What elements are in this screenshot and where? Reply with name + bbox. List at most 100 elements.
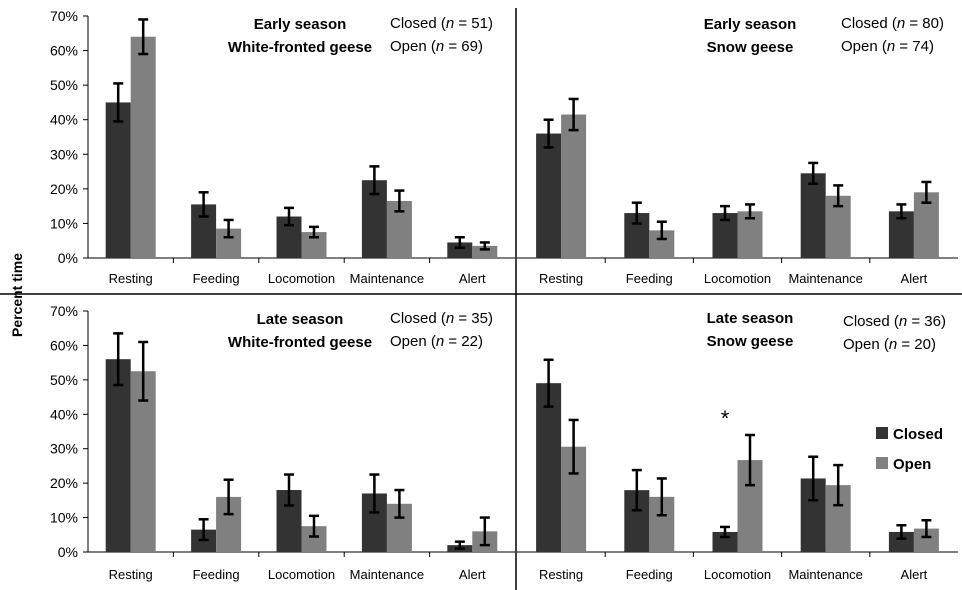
- error-bar: [921, 518, 932, 539]
- category-label: Feeding: [193, 271, 240, 286]
- error-bar: [138, 340, 149, 402]
- panel-title: Early season: [254, 16, 347, 33]
- legend-label: Closed: [893, 426, 943, 443]
- error-bar: [833, 463, 844, 507]
- bar-closed: [536, 133, 562, 258]
- error-bar: [921, 180, 932, 204]
- y-tick-label: 30%: [50, 441, 78, 457]
- panel-title: Snow geese: [707, 39, 794, 56]
- error-bar: [223, 218, 234, 239]
- category-label: Alert: [459, 271, 486, 286]
- category-label: Feeding: [626, 567, 673, 582]
- category-label: Resting: [109, 567, 153, 582]
- error-bar: [568, 418, 579, 475]
- error-bar: [896, 524, 907, 540]
- bar-open: [472, 245, 498, 258]
- panel-title: White-fronted geese: [228, 334, 372, 351]
- error-bar: [720, 204, 730, 222]
- category-label: Maintenance: [350, 567, 424, 582]
- category-label: Maintenance: [788, 567, 862, 582]
- legend-swatch: [876, 427, 888, 439]
- error-bar: [394, 488, 405, 519]
- y-tick-label: 40%: [50, 406, 78, 422]
- error-bar: [720, 525, 730, 539]
- panel-title: Snow geese: [707, 333, 794, 350]
- bar-closed: [105, 102, 131, 258]
- error-bar: [568, 97, 579, 132]
- sample-size: Open (n = 69): [390, 38, 483, 55]
- error-bar: [543, 118, 554, 149]
- category-label: Locomotion: [268, 271, 335, 286]
- error-bar: [833, 184, 844, 208]
- error-bar: [631, 201, 642, 225]
- y-tick-label: 70%: [50, 8, 78, 24]
- significance-marker: *: [721, 406, 730, 431]
- error-bar: [745, 433, 755, 487]
- panel-title: Late season: [707, 310, 794, 327]
- y-tick-label: 0%: [58, 544, 78, 560]
- bar-closed: [536, 383, 562, 552]
- error-bar: [284, 206, 294, 227]
- bar-open: [130, 36, 156, 258]
- error-bar: [309, 514, 319, 538]
- error-bar: [223, 478, 234, 516]
- error-bar: [808, 455, 819, 502]
- y-tick-label: 40%: [50, 112, 78, 128]
- sample-size: Closed (n = 80): [841, 15, 944, 32]
- panel-title: Late season: [257, 311, 344, 328]
- legend: Closed Open: [876, 426, 943, 473]
- category-label: Locomotion: [268, 567, 335, 582]
- chart-panel: 0% 10% 20% 30% 40% 50% 60% 70% Resting Feeding Loc…: [50, 303, 515, 582]
- error-bar: [896, 203, 907, 220]
- y-tick-label: 50%: [50, 372, 78, 388]
- bar-open: [913, 528, 939, 552]
- error-bar: [656, 477, 667, 517]
- category-label: Alert: [901, 567, 928, 582]
- error-bar: [198, 191, 209, 218]
- category-label: Feeding: [626, 271, 673, 286]
- error-bar: [369, 473, 380, 514]
- category-label: Locomotion: [704, 567, 771, 582]
- error-bar: [309, 225, 319, 239]
- error-bar: [745, 203, 755, 220]
- error-bar: [479, 516, 490, 547]
- sample-size: Closed (n = 51): [390, 15, 493, 32]
- error-bar: [369, 165, 380, 196]
- category-label: Locomotion: [704, 271, 771, 286]
- panel-title: White-fronted geese: [228, 39, 372, 56]
- panel-dividers: [0, 8, 962, 590]
- sample-size: Closed (n = 35): [390, 310, 493, 327]
- error-bar: [454, 540, 465, 550]
- category-label: Resting: [109, 271, 153, 286]
- error-bar: [284, 473, 294, 507]
- legend-label: Open: [893, 456, 931, 473]
- error-bar: [454, 236, 465, 249]
- y-tick-label: 70%: [50, 303, 78, 319]
- sample-size: Open (n = 22): [390, 333, 483, 350]
- error-bar: [543, 358, 554, 408]
- bar-closed: [447, 242, 473, 258]
- y-tick-label: 60%: [50, 43, 78, 59]
- category-label: Resting: [539, 271, 583, 286]
- chart-panels: 0% 10% 20% 30% 40% 50% 60% 70% Resting Feeding Loc…: [50, 8, 958, 582]
- y-tick-label: 20%: [50, 181, 78, 197]
- sample-size: Open (n = 74): [841, 38, 934, 55]
- category-label: Feeding: [193, 567, 240, 582]
- error-bar: [113, 332, 124, 387]
- bar-closed: [105, 359, 131, 552]
- y-tick-label: 10%: [50, 215, 78, 231]
- y-tick-label: 20%: [50, 475, 78, 491]
- sample-size: Open (n = 20): [843, 336, 936, 353]
- category-label: Resting: [539, 567, 583, 582]
- legend-swatch: [876, 457, 888, 469]
- error-bar: [394, 189, 405, 213]
- y-tick-label: 0%: [58, 250, 78, 266]
- category-label: Alert: [459, 567, 486, 582]
- error-bar: [631, 468, 642, 512]
- bar-closed: [888, 531, 914, 552]
- error-bar: [113, 82, 124, 123]
- error-bar: [656, 220, 667, 241]
- error-bar: [198, 518, 209, 542]
- bar-open: [561, 114, 587, 259]
